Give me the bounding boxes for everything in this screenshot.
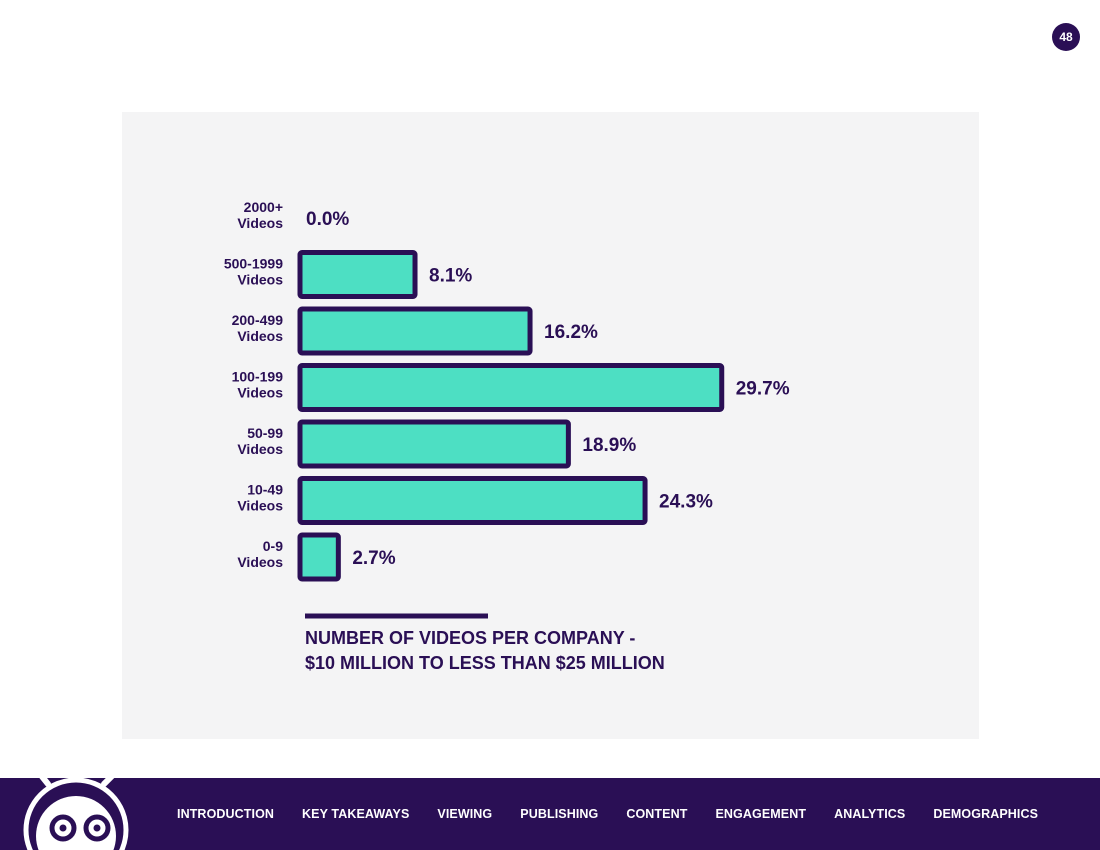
data-label: 0.0% [306,209,349,230]
nav-viewing[interactable]: VIEWING [437,807,493,821]
footer-navigation: INTRODUCTION KEY TAKEAWAYS VIEWING PUBLI… [163,778,1052,850]
bar [297,363,725,412]
chart-title: NUMBER OF VIDEOS PER COMPANY - [305,628,635,648]
category-label: 0-9 Videos [237,538,283,570]
bar [297,532,341,582]
nav-engagement[interactable]: ENGAGEMENT [715,807,807,821]
category-label: 50-99 Videos [237,425,283,457]
category-label: 200-499 Videos [232,312,284,344]
nav-content[interactable]: CONTENT [626,807,688,821]
footer-nav-bar: INTRODUCTION KEY TAKEAWAYS VIEWING PUBLI… [0,778,1100,850]
data-label: 2.7% [352,548,395,569]
bar [297,306,533,356]
nav-introduction[interactable]: INTRODUCTION [177,807,275,821]
data-label: 24.3% [659,492,713,513]
category-label: 500-1999 Videos [224,256,283,288]
data-label: 18.9% [582,435,636,456]
nav-key-takeaways[interactable]: KEY TAKEAWAYS [302,807,410,821]
nav-analytics[interactable]: ANALYTICS [834,807,906,821]
data-label: 8.1% [429,266,472,287]
category-label: 10-49 Videos [237,482,283,514]
bar [297,419,571,469]
chart-title: $10 MILLION TO LESS THAN $25 MILLION [305,653,665,673]
bar [297,476,648,525]
nav-publishing[interactable]: PUBLISHING [520,807,599,821]
robot-mascot-icon[interactable] [18,778,138,850]
data-label: 29.7% [736,379,790,400]
chart-panel: 2000+ Videos 0.0% 500-1999 Videos 8.1% 200-499… [122,112,979,739]
nav-demographics[interactable]: DEMOGRAPHICS [933,807,1039,821]
page-number-badge: 48 [1052,23,1080,51]
bar-chart: 2000+ Videos 0.0% 500-1999 Videos 8.1% 200-499… [224,199,790,673]
data-label: 16.2% [544,322,598,343]
category-label: 100-199 Videos [232,369,284,401]
bar [297,250,418,299]
category-label: 2000+ Videos [237,199,283,231]
